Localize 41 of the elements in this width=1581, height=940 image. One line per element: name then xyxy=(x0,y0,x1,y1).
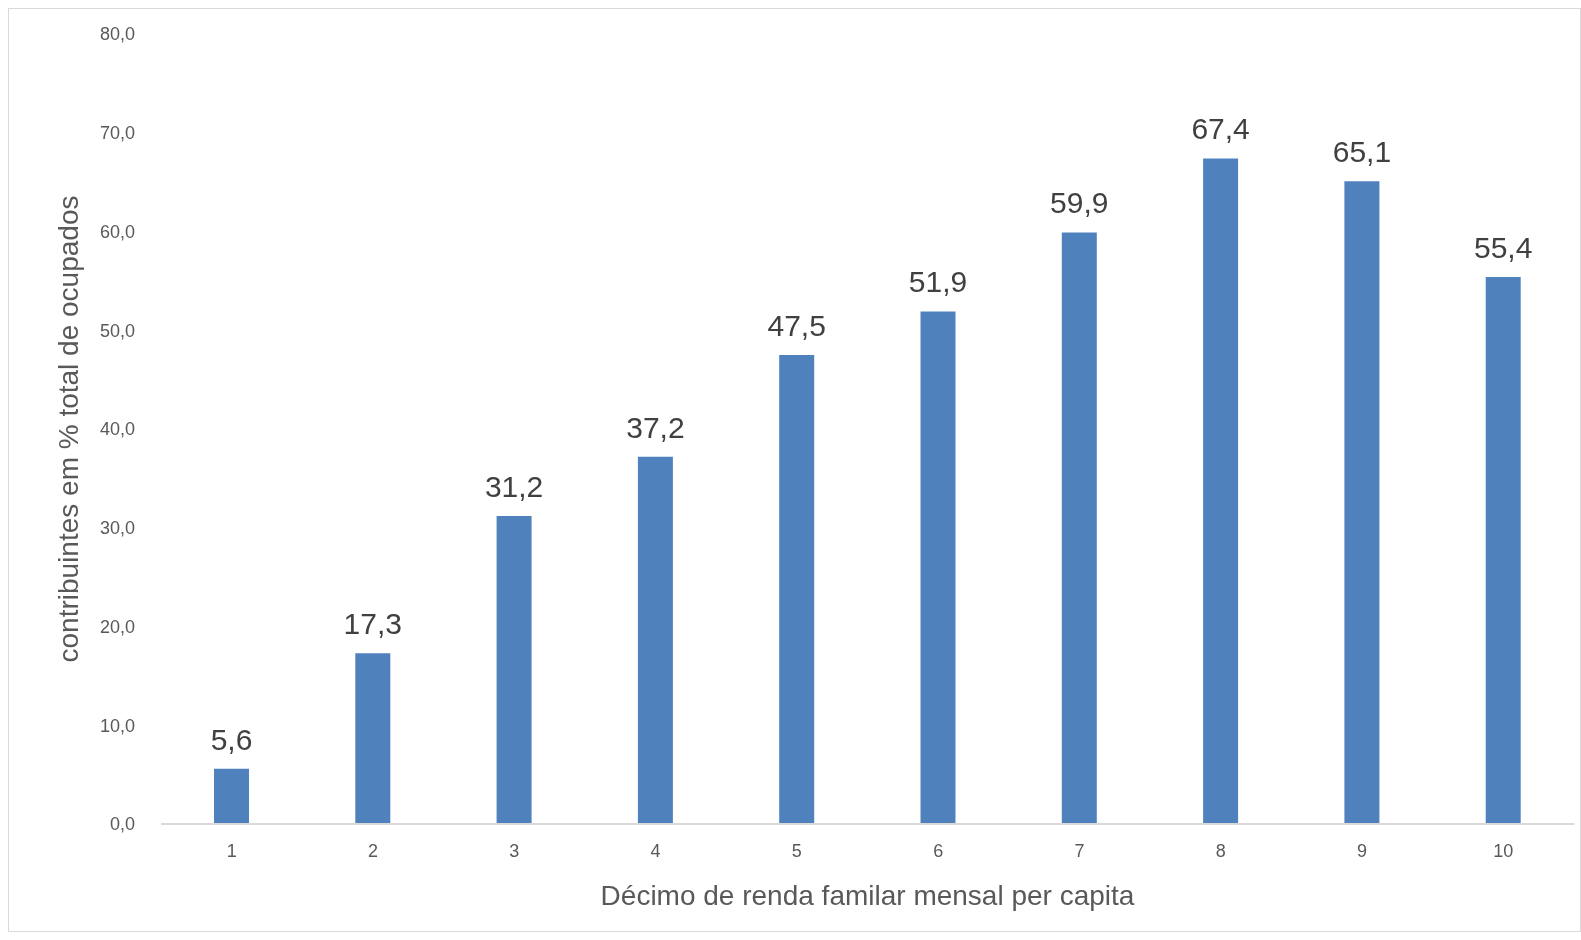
bar xyxy=(1061,232,1097,824)
bar xyxy=(637,456,673,824)
x-tick-label: 10 xyxy=(1493,840,1514,861)
y-axis-title: contribuintes em % total de ocupados xyxy=(52,195,84,663)
y-tick-label: 40,0 xyxy=(99,419,135,440)
bar xyxy=(920,311,956,824)
bar xyxy=(1203,158,1239,824)
y-tick-label: 60,0 xyxy=(99,221,135,242)
y-tick-label: 0,0 xyxy=(109,814,135,835)
data-label: 55,4 xyxy=(1474,230,1533,264)
data-label: 65,1 xyxy=(1332,135,1392,169)
bar xyxy=(496,515,532,824)
x-tick-label: 4 xyxy=(650,840,661,861)
x-tick-label: 1 xyxy=(226,840,237,861)
y-tick-label: 30,0 xyxy=(99,518,135,539)
x-tick-label: 3 xyxy=(509,840,520,861)
data-label: 67,4 xyxy=(1191,112,1250,146)
data-label: 37,2 xyxy=(626,410,685,444)
data-label: 47,5 xyxy=(767,308,826,342)
y-tick-label: 70,0 xyxy=(99,123,135,144)
bar xyxy=(779,354,815,824)
x-tick-label: 5 xyxy=(791,840,802,861)
data-label: 31,2 xyxy=(484,469,544,503)
data-label: 5,6 xyxy=(210,722,253,756)
bar xyxy=(355,653,391,824)
y-tick-label: 20,0 xyxy=(99,616,135,637)
y-tick-label: 10,0 xyxy=(99,715,135,736)
bar xyxy=(214,768,249,824)
x-axis-title: Décimo de renda familar mensal per capita xyxy=(600,879,1135,911)
x-tick-label: 2 xyxy=(367,840,378,861)
x-tick-label: 9 xyxy=(1357,840,1368,861)
y-tick-label: 80,0 xyxy=(99,24,135,45)
x-tick-label: 6 xyxy=(933,840,944,861)
data-label: 17,3 xyxy=(343,607,402,641)
x-tick-label: 8 xyxy=(1215,840,1226,861)
bar xyxy=(1485,276,1521,824)
x-tick-label: 7 xyxy=(1074,840,1085,861)
data-label: 59,9 xyxy=(1050,186,1109,220)
bar xyxy=(1344,181,1380,824)
y-tick-label: 50,0 xyxy=(99,320,135,341)
data-label: 51,9 xyxy=(908,265,968,299)
